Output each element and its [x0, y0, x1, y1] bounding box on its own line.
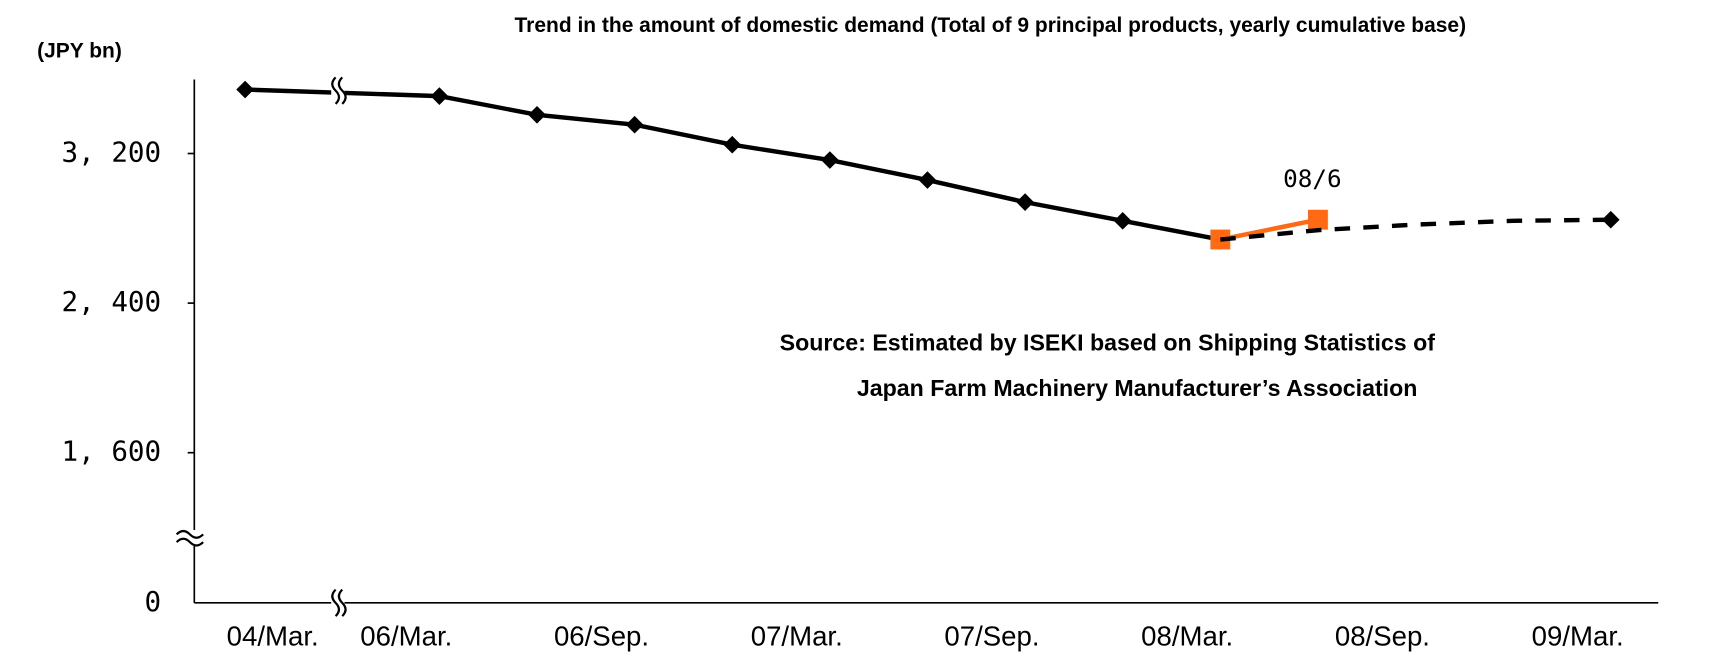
axis-break-gap — [331, 77, 345, 104]
axis-break — [175, 529, 204, 547]
source-note: Source: Estimated by ISEKI based on Ship… — [780, 330, 1436, 356]
axis-break-gap — [331, 589, 345, 617]
x-tick-label: 07/Sep. — [944, 620, 1039, 651]
marker — [236, 80, 254, 99]
marker — [528, 105, 546, 124]
axis-break — [331, 588, 347, 617]
marker — [918, 171, 937, 189]
source-note: Japan Farm Machinery Manufacturer’s Asso… — [857, 375, 1418, 401]
chart-title: Trend in the amount of domestic demand (… — [515, 14, 1467, 37]
y-axis-label: (JPY bn) — [37, 39, 122, 62]
y-tick-label: 3, 200 — [61, 136, 161, 169]
x-tick-label: 06/Sep. — [554, 620, 649, 651]
y-tick-label: 1, 600 — [61, 435, 161, 468]
marker — [1016, 193, 1034, 211]
marker — [430, 87, 449, 105]
marker — [723, 135, 742, 154]
marker — [1601, 210, 1620, 229]
annotation: 08/6 — [1283, 164, 1341, 193]
axis-break — [331, 76, 347, 105]
x-tick-label: 04/Mar. — [227, 620, 319, 651]
y-tick-label: 0 — [145, 585, 162, 618]
x-tick-label: 08/Mar. — [1141, 620, 1233, 651]
marker — [625, 115, 644, 134]
marker — [1307, 209, 1328, 230]
x-tick-label: 08/Sep. — [1335, 620, 1430, 651]
series-line — [1220, 217, 1611, 242]
x-tick-label: 07/Mar. — [751, 620, 843, 651]
series-line — [1219, 217, 1319, 242]
marker — [821, 151, 839, 169]
x-tick-label: 09/Mar. — [1532, 620, 1624, 651]
marker — [1113, 211, 1132, 230]
series-line — [245, 87, 1221, 242]
y-tick-label: 2, 400 — [61, 285, 161, 318]
marker — [1210, 229, 1231, 250]
x-tick-label: 06/Mar. — [360, 620, 452, 651]
